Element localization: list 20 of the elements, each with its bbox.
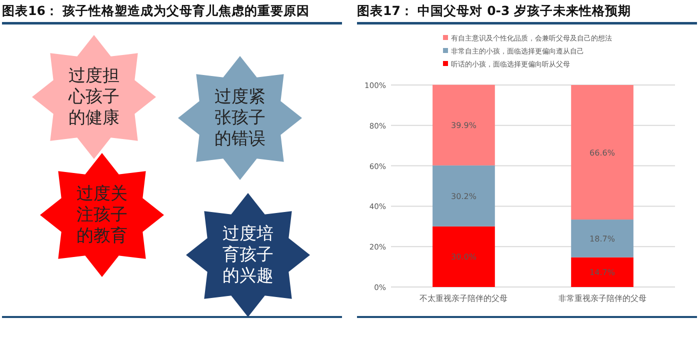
data-label: 18.7% xyxy=(590,234,616,244)
text: 过度培育孩子的兴趣 xyxy=(222,224,274,286)
x-tick-label: 非常重视亲子陪伴的父母 xyxy=(558,294,646,303)
data-label: 66.6% xyxy=(590,148,616,158)
x-tick-label: 不太重视亲子陪伴的父母 xyxy=(420,294,508,303)
bar xyxy=(571,220,634,258)
data-label: 14.7% xyxy=(590,268,616,278)
data-label: 30.2% xyxy=(451,192,477,201)
text: 过度关注孩子的教育 xyxy=(76,184,128,246)
bar xyxy=(432,226,495,287)
bar xyxy=(571,85,634,220)
text: 过度紧张孩子的错误 xyxy=(214,87,266,149)
bar xyxy=(432,84,495,166)
data-label: 39.9% xyxy=(451,121,477,130)
bar xyxy=(571,257,634,287)
bar xyxy=(432,165,495,226)
text: 过度担心孩子的健康 xyxy=(68,66,120,128)
chart-title: 图表17： 中国父母对 0-3 岁孩子未来性格预期 xyxy=(357,3,632,18)
text: 图表16： 孩子性格塑造成为父母育儿焦虑的重要原因 xyxy=(2,3,310,18)
data-label: 30.0% xyxy=(451,252,477,262)
